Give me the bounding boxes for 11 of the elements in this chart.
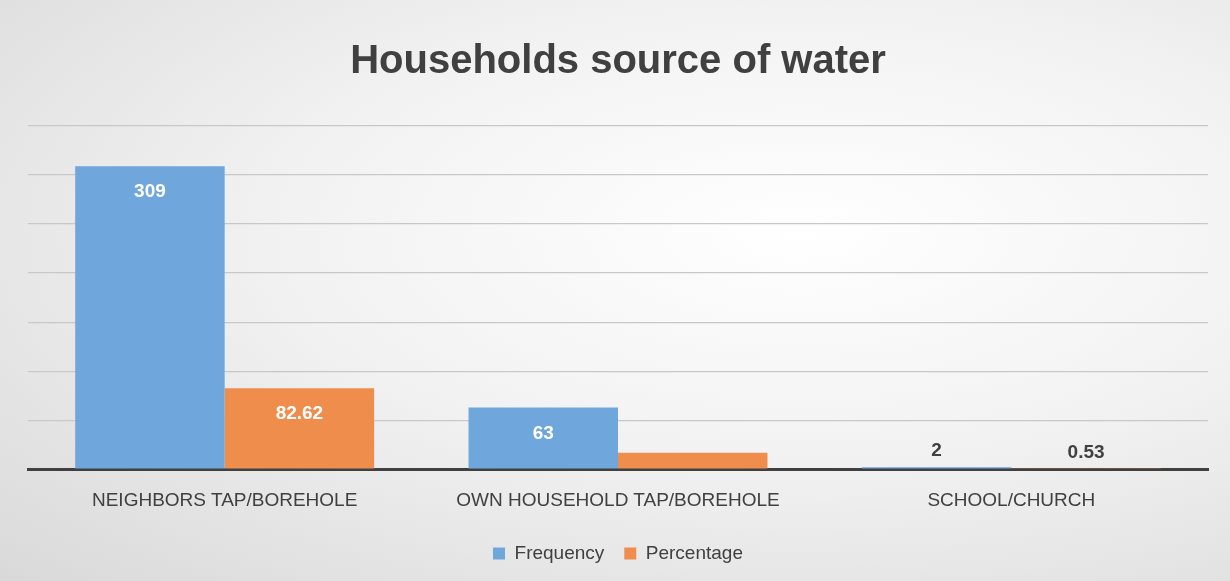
legend-label: Frequency [514, 541, 605, 563]
data-label: 82.62 [275, 402, 324, 424]
x-tick-label: NEIGHBORS TAP/BOREHOLE [91, 488, 358, 510]
x-tick-label: SCHOOL/CHURCH [927, 488, 1096, 510]
data-label: 63 [532, 421, 554, 443]
data-label: 309 [134, 180, 166, 202]
x-tick-label: OWN HOUSEHOLD TAP/BOREHOLE [456, 488, 780, 510]
data-label: 2 [931, 439, 942, 461]
chart-title: Households source of water [350, 37, 886, 82]
data-label: 0.53 [1067, 440, 1105, 462]
legend-label: Percentage [645, 541, 743, 563]
